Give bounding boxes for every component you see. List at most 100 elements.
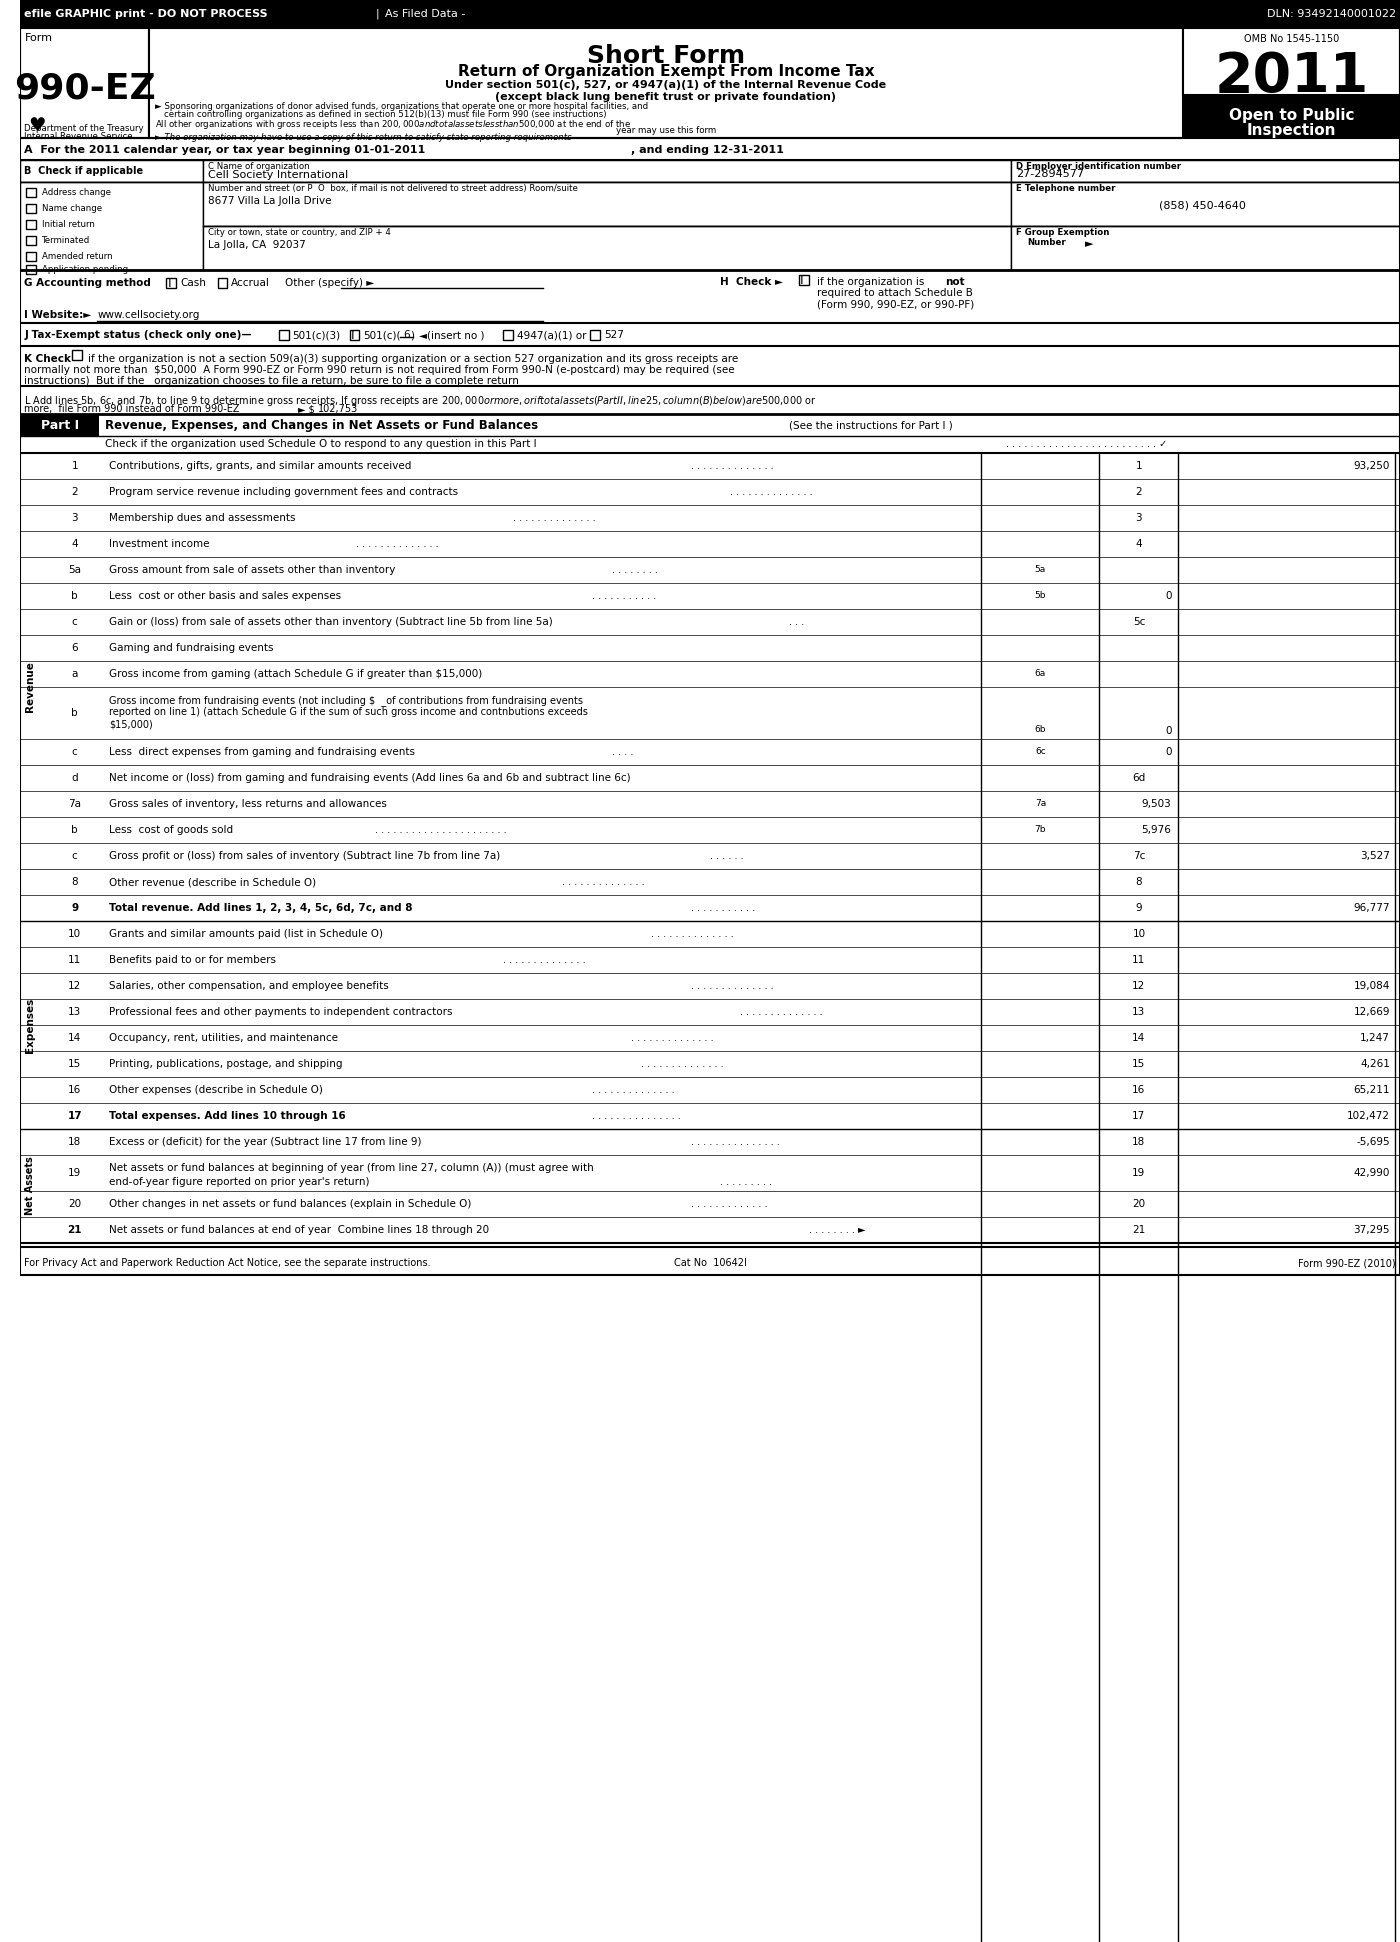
Text: 6c: 6c bbox=[1035, 748, 1046, 755]
Text: 102,753: 102,753 bbox=[318, 404, 358, 414]
Text: more,  file Form 990 instead of Form 990-EZ: more, file Form 990 instead of Form 990-… bbox=[24, 404, 239, 414]
Text: d: d bbox=[71, 773, 78, 783]
Text: 12: 12 bbox=[1133, 981, 1145, 990]
Text: 6: 6 bbox=[403, 330, 409, 340]
Text: 18: 18 bbox=[1133, 1136, 1145, 1148]
Text: 0: 0 bbox=[1165, 726, 1172, 736]
Text: b: b bbox=[71, 590, 78, 600]
Text: Other changes in net assets or fund balances (explain in Schedule O): Other changes in net assets or fund bala… bbox=[109, 1198, 472, 1210]
Text: b: b bbox=[71, 825, 78, 835]
Text: ♥: ♥ bbox=[28, 117, 46, 136]
Text: ►: ► bbox=[1085, 239, 1093, 249]
Text: Other revenue (describe in Schedule O): Other revenue (describe in Schedule O) bbox=[109, 878, 316, 887]
Text: . . . . . . . . . . .: . . . . . . . . . . . bbox=[592, 590, 657, 600]
Text: 19: 19 bbox=[1133, 1167, 1145, 1179]
Text: K Check: K Check bbox=[24, 353, 71, 363]
Text: 4: 4 bbox=[71, 540, 78, 550]
Text: |: | bbox=[375, 10, 379, 19]
Text: Net Assets: Net Assets bbox=[25, 1157, 35, 1216]
Text: Benefits paid to or for members: Benefits paid to or for members bbox=[109, 955, 276, 965]
Text: ► $: ► $ bbox=[298, 404, 315, 414]
Text: (except black lung benefit trust or private foundation): (except black lung benefit trust or priv… bbox=[496, 91, 836, 103]
Text: ): ) bbox=[410, 330, 414, 340]
Text: 4,261: 4,261 bbox=[1361, 1058, 1390, 1068]
Text: . . . . . . . .: . . . . . . . . bbox=[612, 565, 658, 575]
Text: 6: 6 bbox=[71, 643, 78, 653]
Text: Total expenses. Add lines 10 through 16: Total expenses. Add lines 10 through 16 bbox=[109, 1111, 346, 1121]
Text: Gross amount from sale of assets other than inventory: Gross amount from sale of assets other t… bbox=[109, 565, 396, 575]
Text: . . . . . . . . . . .: . . . . . . . . . . . bbox=[690, 903, 755, 913]
Bar bbox=[279, 330, 288, 340]
Text: ► Sponsoring organizations of donor advised funds, organizations that operate on: ► Sponsoring organizations of donor advi… bbox=[154, 103, 648, 111]
Bar bbox=[71, 350, 81, 359]
Text: Amended return: Amended return bbox=[42, 252, 113, 260]
Text: 2: 2 bbox=[1135, 487, 1142, 497]
Text: 14: 14 bbox=[1133, 1033, 1145, 1043]
Text: 8: 8 bbox=[71, 878, 78, 887]
Bar bbox=[1011, 183, 1400, 225]
Text: 3: 3 bbox=[71, 513, 78, 522]
Text: 0: 0 bbox=[1165, 590, 1172, 600]
Text: 501(c)(: 501(c)( bbox=[364, 330, 400, 340]
Text: Short Form: Short Form bbox=[587, 45, 745, 68]
Text: 10: 10 bbox=[69, 928, 81, 940]
Text: 6a: 6a bbox=[1035, 668, 1046, 678]
Text: Cell Society International: Cell Society International bbox=[207, 171, 349, 181]
Text: . . . . . . . . . . . . . .: . . . . . . . . . . . . . . bbox=[631, 1033, 714, 1043]
Text: . . . . . .: . . . . . . bbox=[710, 851, 743, 860]
Text: 9,503: 9,503 bbox=[1141, 798, 1172, 810]
Text: 0: 0 bbox=[1165, 748, 1172, 757]
Text: efile GRAPHIC print - DO NOT PROCESS: efile GRAPHIC print - DO NOT PROCESS bbox=[24, 10, 267, 19]
Text: 6b: 6b bbox=[1035, 724, 1046, 734]
Bar bbox=[21, 27, 148, 138]
Text: . . . . . . . . . . . . . .: . . . . . . . . . . . . . . bbox=[641, 1058, 724, 1068]
Text: Open to Public: Open to Public bbox=[1229, 109, 1354, 122]
Text: 1: 1 bbox=[1135, 460, 1142, 472]
Text: L Add lines 5b, 6c, and 7b, to line 9 to determine gross receipts, If gross rece: L Add lines 5b, 6c, and 7b, to line 9 to… bbox=[24, 394, 818, 408]
Text: b: b bbox=[71, 709, 78, 719]
Text: 14: 14 bbox=[69, 1033, 81, 1043]
Text: 527: 527 bbox=[603, 330, 624, 340]
Text: Net assets or fund balances at beginning of year (from line 27, column (A)) (mus: Net assets or fund balances at beginning… bbox=[109, 1163, 594, 1173]
Bar bbox=[203, 183, 1011, 225]
Text: Salaries, other compensation, and employee benefits: Salaries, other compensation, and employ… bbox=[109, 981, 389, 990]
Text: 12: 12 bbox=[69, 981, 81, 990]
Bar bbox=[27, 237, 36, 245]
Bar bbox=[27, 219, 36, 229]
Text: Address change: Address change bbox=[42, 188, 111, 196]
Text: 12,669: 12,669 bbox=[1354, 1008, 1390, 1018]
Text: 15: 15 bbox=[1133, 1058, 1145, 1068]
Bar bbox=[27, 264, 36, 274]
Text: Cat No  10642I: Cat No 10642I bbox=[673, 1258, 746, 1268]
Text: Less  cost or other basis and sales expenses: Less cost or other basis and sales expen… bbox=[109, 590, 342, 600]
Text: 9: 9 bbox=[1135, 903, 1142, 913]
Text: end-of-year figure reported on prior year's return): end-of-year figure reported on prior yea… bbox=[109, 1177, 370, 1187]
Text: 20: 20 bbox=[69, 1198, 81, 1210]
Text: A  For the 2011 calendar year, or tax year beginning 01-01-2011: A For the 2011 calendar year, or tax yea… bbox=[24, 146, 426, 155]
Text: . . . . . . . . . . . . . .: . . . . . . . . . . . . . . bbox=[592, 1086, 675, 1095]
Text: Form 990-EZ (2010): Form 990-EZ (2010) bbox=[1298, 1258, 1396, 1268]
Text: DLN: 93492140001022: DLN: 93492140001022 bbox=[1267, 10, 1396, 19]
Text: 7b: 7b bbox=[1035, 825, 1046, 833]
Text: . . . . . . . . . . . . . .: . . . . . . . . . . . . . . bbox=[651, 928, 734, 940]
Bar bbox=[27, 204, 36, 214]
Text: 5a: 5a bbox=[1035, 565, 1046, 575]
Text: -5,695: -5,695 bbox=[1357, 1136, 1390, 1148]
Text: 18: 18 bbox=[69, 1136, 81, 1148]
Text: As Filed Data -: As Filed Data - bbox=[385, 10, 465, 19]
Text: Gaming and fundraising events: Gaming and fundraising events bbox=[109, 643, 273, 653]
Text: Number: Number bbox=[1028, 239, 1067, 247]
Text: La Jolla, CA  92037: La Jolla, CA 92037 bbox=[207, 241, 305, 251]
Text: Occupancy, rent, utilities, and maintenance: Occupancy, rent, utilities, and maintena… bbox=[109, 1033, 339, 1043]
Text: 21: 21 bbox=[67, 1225, 83, 1235]
Text: Less  cost of goods sold: Less cost of goods sold bbox=[109, 825, 234, 835]
Text: 19: 19 bbox=[69, 1167, 81, 1179]
Text: Gain or (loss) from sale of assets other than inventory (Subtract line 5b from l: Gain or (loss) from sale of assets other… bbox=[109, 618, 553, 627]
Text: www.cellsociety.org: www.cellsociety.org bbox=[98, 311, 200, 320]
Text: 7c: 7c bbox=[1133, 851, 1145, 860]
Text: . . . . . . . . . . . . .: . . . . . . . . . . . . . bbox=[690, 1198, 767, 1210]
Text: . . . . . . . . . . . . . . .: . . . . . . . . . . . . . . . bbox=[592, 1111, 680, 1121]
Text: 20: 20 bbox=[1133, 1198, 1145, 1210]
Text: . . . . . . . . . . . . . .: . . . . . . . . . . . . . . bbox=[690, 981, 773, 990]
Text: Contributions, gifts, grants, and similar amounts received: Contributions, gifts, grants, and simila… bbox=[109, 460, 412, 472]
